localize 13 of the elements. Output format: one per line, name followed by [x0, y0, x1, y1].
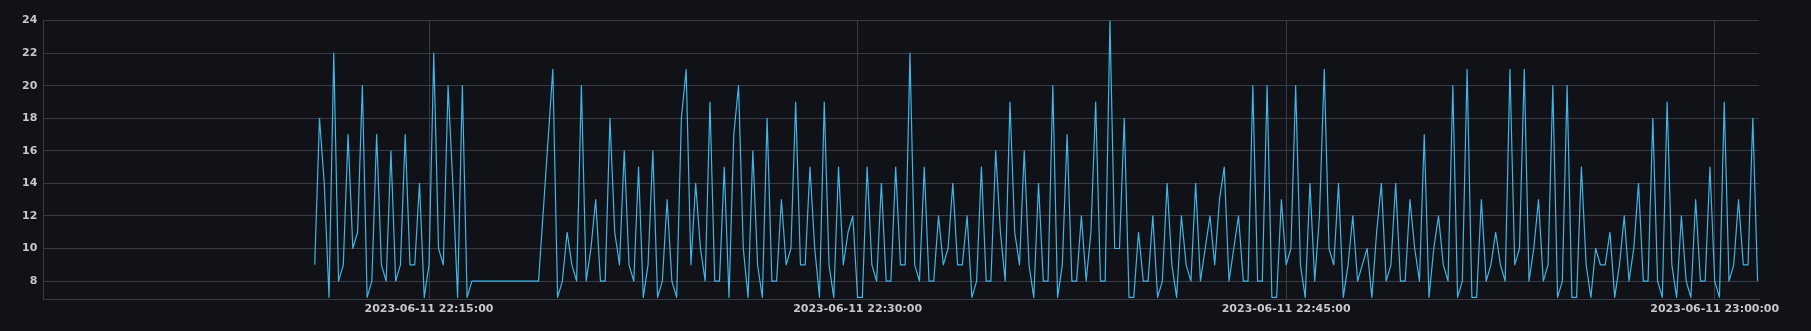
x-tick-label: 2023-06-11 22:45:00: [1221, 302, 1351, 316]
y-tick-label: 16: [22, 143, 38, 157]
y-tick-label: 20: [22, 78, 38, 92]
y-tick-label: 8: [29, 273, 38, 287]
y-tick-label: 24: [22, 13, 38, 27]
y-tick-label: 22: [22, 46, 38, 60]
y-tick-label: 18: [22, 111, 38, 125]
y-tick-label: 12: [22, 208, 38, 222]
x-tick-label: 2023-06-11 23:00:00: [1650, 302, 1780, 316]
y-tick-label: 14: [22, 176, 38, 190]
y-tick-label: 10: [22, 241, 38, 255]
x-tick-label: 2023-06-11 22:15:00: [364, 302, 494, 316]
x-tick-label: 2023-06-11 22:30:00: [793, 302, 923, 316]
